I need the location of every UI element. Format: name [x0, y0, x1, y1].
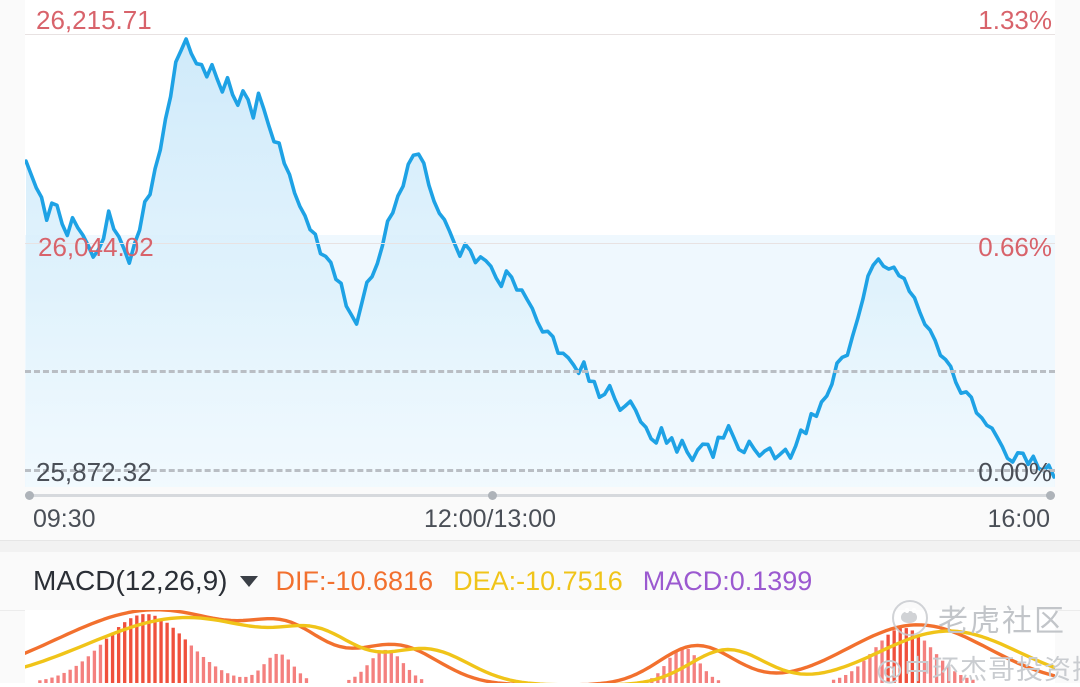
macd-panel[interactable]: MACD(12,26,9) DIF:-10.6816 DEA:-10.7516 … — [0, 552, 1080, 683]
percent-label-low: 0.00% — [978, 457, 1052, 487]
price-label-high: 26,215.71 — [36, 5, 152, 35]
macd-chart-svg — [25, 610, 1055, 683]
percent-label-high: 1.33% — [978, 5, 1052, 35]
scrollbar-handle-middle[interactable] — [488, 491, 497, 500]
time-label-open: 09:30 — [33, 505, 96, 533]
time-label-close: 16:00 — [987, 505, 1050, 533]
gridline-high — [25, 34, 1055, 35]
scrollbar-handle-left[interactable] — [25, 491, 34, 500]
macd-plot-area[interactable] — [25, 610, 1055, 683]
time-range-scrollbar[interactable] — [25, 491, 1055, 500]
panel-separator-line — [0, 540, 1080, 541]
price-label-mid: 26,044.02 — [38, 232, 154, 262]
price-label-low: 25,872.32 — [36, 457, 152, 487]
baseline-dashed — [25, 370, 1055, 373]
gridline-low — [25, 469, 1055, 472]
scrollbar-handle-right[interactable] — [1046, 491, 1055, 500]
macd-header[interactable]: MACD(12,26,9) DIF:-10.6816 DEA:-10.7516 … — [0, 552, 1080, 610]
price-chart-panel[interactable]: 26,215.71 26,044.02 25,872.32 1.33% 0.66… — [0, 0, 1080, 540]
chevron-down-icon[interactable] — [239, 575, 258, 587]
macd-indicator-title[interactable]: MACD(12,26,9) — [33, 565, 228, 596]
macd-dif-value: DIF:-10.6816 — [275, 565, 434, 596]
gridline-mid — [25, 243, 1055, 244]
percent-label-mid: 0.66% — [978, 232, 1052, 262]
panel-separator — [0, 540, 1080, 552]
macd-histogram-value: MACD:0.1399 — [642, 565, 813, 596]
price-line-svg — [25, 37, 1055, 487]
time-label-midday: 12:00/13:00 — [424, 505, 557, 533]
macd-dea-value: DEA:-10.7516 — [453, 565, 623, 596]
